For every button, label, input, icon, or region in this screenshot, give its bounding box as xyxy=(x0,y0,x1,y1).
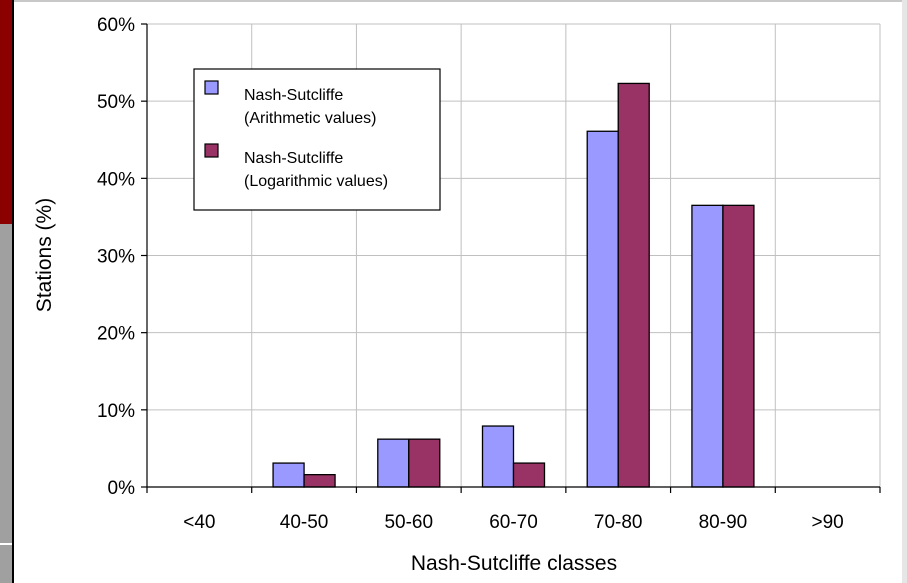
x-tick-label-5: 80-90 xyxy=(699,512,748,533)
bar-series2-2 xyxy=(408,438,441,488)
bar-series2-5 xyxy=(722,204,755,488)
bar-series2-3 xyxy=(512,462,546,488)
legend: Nash-Sutcliffe (Arithmetic values) Nash-Su… xyxy=(193,68,441,211)
y-axis-title: Stations (%) xyxy=(33,198,56,312)
y-tick-label-1: 10% xyxy=(97,401,135,422)
legend-swatch-2 xyxy=(204,143,219,158)
y-tick-label-0: 0% xyxy=(108,478,136,499)
x-tick-label-3: 60-70 xyxy=(489,512,538,533)
y-tick-label-3: 30% xyxy=(97,247,135,268)
x-tick-label-2: 50-60 xyxy=(384,512,433,533)
gridlines xyxy=(147,23,881,487)
bars xyxy=(272,82,755,488)
axes xyxy=(141,23,881,493)
window-frame-notch xyxy=(0,543,12,545)
legend-label-1-line-2: (Arithmetic values) xyxy=(244,110,376,127)
legend-label-2-line-2: (Logarithmic values) xyxy=(244,173,388,190)
bar-series1-4 xyxy=(586,130,619,488)
window-frame-top xyxy=(14,0,907,2)
bar-series2-4 xyxy=(617,82,650,488)
legend-swatch-1 xyxy=(204,80,219,95)
x-tick-label-6: >90 xyxy=(812,512,844,533)
window-frame-accent xyxy=(0,0,12,224)
bar-series1-2 xyxy=(377,438,410,488)
legend-label-1-line-1: Nash-Sutcliffe xyxy=(244,87,343,104)
y-tick-label-5: 50% xyxy=(97,92,135,113)
y-tick-label-6: 60% xyxy=(97,15,135,36)
y-tick-label-4: 40% xyxy=(97,169,135,190)
y-tick-label-2: 20% xyxy=(97,324,135,345)
x-tick-label-1: 40-50 xyxy=(280,512,329,533)
bar-series1-5 xyxy=(691,204,724,488)
bar-series1-1 xyxy=(272,462,305,488)
window-frame-right xyxy=(902,0,907,583)
bar-series1-3 xyxy=(481,425,515,488)
legend-label-2-line-1: Nash-Sutcliffe xyxy=(244,150,343,167)
y-tick-labels: 0% 10% 20% 30% 40% 50% 60% xyxy=(97,15,135,499)
x-tick-label-0: <40 xyxy=(183,512,215,533)
window-frame-side xyxy=(0,224,12,583)
window-frame-border xyxy=(12,0,14,583)
x-axis-title: Nash-Sutcliffe classes xyxy=(411,552,617,575)
legend-box xyxy=(193,68,441,211)
x-tick-label-4: 70-80 xyxy=(594,512,643,533)
bar-series2-1 xyxy=(303,474,336,488)
x-tick-labels: <40 40-50 50-60 60-70 70-80 80-90 >90 xyxy=(183,512,844,533)
